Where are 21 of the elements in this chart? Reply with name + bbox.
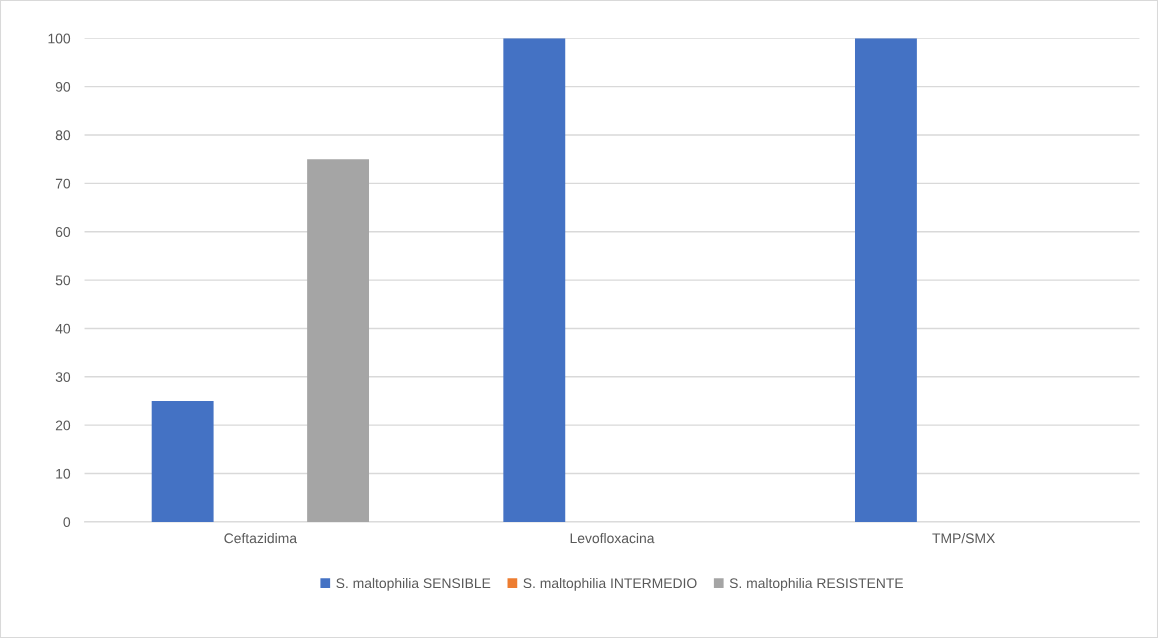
legend-label: S. maltophilia INTERMEDIO (523, 577, 697, 591)
bar (503, 38, 566, 522)
legend-label: S. maltophilia SENSIBLE (336, 577, 491, 591)
bar (307, 159, 370, 522)
y-tick-label: 60 (55, 227, 71, 237)
legend-label: S. maltophilia RESISTENTE (729, 577, 903, 591)
bar (151, 400, 214, 522)
y-tick-label: 20 (55, 420, 71, 431)
x-tick-label: Ceftazidima (224, 533, 298, 544)
y-tick-label: 10 (56, 468, 71, 479)
y-tick-label: 100 (48, 33, 71, 44)
y-tick-label: 40 (55, 323, 71, 334)
x-tick-label: Levofloxacina (570, 533, 655, 544)
y-tick-label: 30 (55, 372, 71, 382)
x-tick-label: TMP/SMX (932, 533, 995, 544)
bar (854, 38, 917, 522)
y-tick-label: 0 (63, 517, 71, 528)
y-tick-label: 70 (55, 178, 71, 189)
y-tick-label: 90 (55, 81, 71, 92)
y-tick-label: 80 (55, 130, 71, 141)
y-tick-label: 50 (55, 275, 71, 286)
